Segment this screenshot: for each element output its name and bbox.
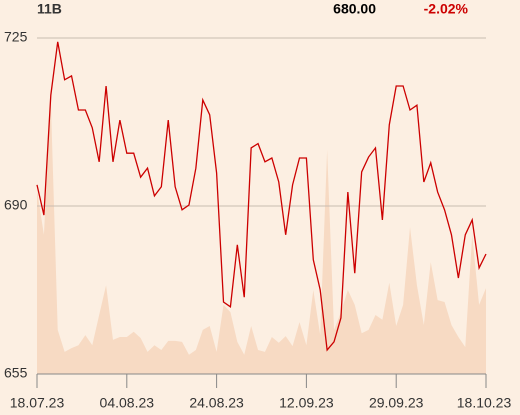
- y-tick-label: 690: [4, 197, 28, 213]
- x-tick-label: 24.08.23: [189, 395, 244, 411]
- volume-area: [37, 99, 486, 375]
- x-tick-label: 12.09.23: [279, 395, 334, 411]
- price-change: -2.02%: [424, 1, 469, 17]
- x-tick-label: 29.09.23: [369, 395, 424, 411]
- last-price: 680.00: [333, 1, 376, 17]
- x-tick-label: 18.07.23: [10, 395, 65, 411]
- x-tick-label: 18.10.23: [457, 395, 512, 411]
- price-line: [36, 41, 487, 352]
- y-tick-label: 725: [4, 29, 28, 45]
- x-tick-label: 04.08.23: [100, 395, 155, 411]
- y-tick-label: 655: [4, 365, 28, 381]
- volume-label: 11B: [37, 1, 62, 17]
